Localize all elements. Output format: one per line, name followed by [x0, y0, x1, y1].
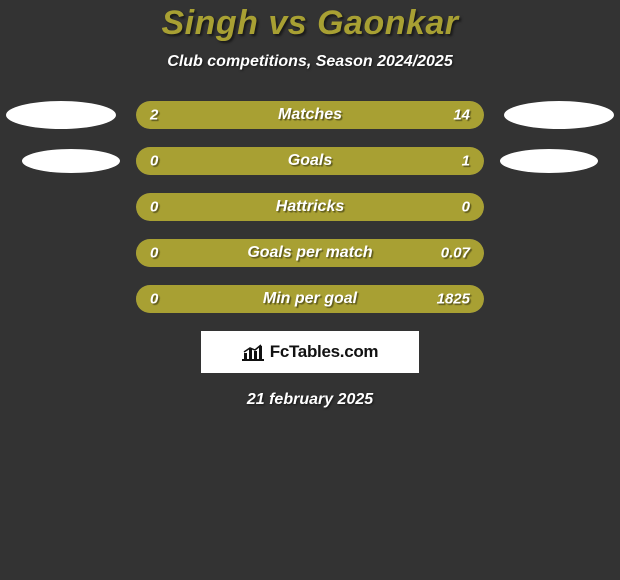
bar-track: 0 Goals 1	[136, 147, 484, 175]
bar-label: Goals per match	[247, 244, 372, 262]
row-matches: 2 Matches 14	[0, 101, 620, 129]
left-value: 0	[150, 199, 158, 216]
row-min-per-goal: 0 Min per goal 1825	[0, 285, 620, 313]
bar-label: Goals	[288, 152, 332, 170]
row-goals: 0 Goals 1	[0, 147, 620, 175]
bar-left-fill	[136, 239, 146, 267]
footer-logo[interactable]: FcTables.com	[201, 331, 419, 373]
infographic-container: Singh vs Gaonkar Club competitions, Seas…	[0, 0, 620, 409]
left-value: 0	[150, 245, 158, 262]
bar-track: 0 Goals per match 0.07	[136, 239, 484, 267]
page-title: Singh vs Gaonkar	[161, 4, 458, 43]
left-value: 0	[150, 153, 158, 170]
bar-track: 0 Hattricks 0	[136, 193, 484, 221]
row-goals-per-match: 0 Goals per match 0.07	[0, 239, 620, 267]
right-value: 1825	[437, 291, 470, 308]
bar-left-fill	[136, 147, 146, 175]
chart-icon	[242, 343, 264, 361]
row-hattricks: 0 Hattricks 0	[0, 193, 620, 221]
right-value: 0.07	[441, 245, 470, 262]
footer-logo-text: FcTables.com	[270, 342, 379, 362]
player-left-marker	[6, 101, 116, 129]
left-value: 0	[150, 291, 158, 308]
bar-track: 0 Min per goal 1825	[136, 285, 484, 313]
bar-label: Min per goal	[263, 290, 357, 308]
player-right-marker	[504, 101, 614, 129]
bar-label: Matches	[278, 106, 342, 124]
bar-track: 2 Matches 14	[136, 101, 484, 129]
right-value: 1	[462, 153, 470, 170]
bar-label: Hattricks	[276, 198, 344, 216]
bar-left-fill	[136, 285, 146, 313]
bar-left-fill	[136, 101, 199, 129]
right-value: 14	[453, 107, 470, 124]
player-right-marker	[500, 149, 598, 173]
left-value: 2	[150, 107, 158, 124]
right-value: 0	[462, 199, 470, 216]
date-text: 21 february 2025	[247, 391, 373, 409]
comparison-rows: 2 Matches 14 0 Goals 1 0 Hattricks	[0, 101, 620, 313]
player-left-marker	[22, 149, 120, 173]
subtitle: Club competitions, Season 2024/2025	[167, 53, 452, 71]
